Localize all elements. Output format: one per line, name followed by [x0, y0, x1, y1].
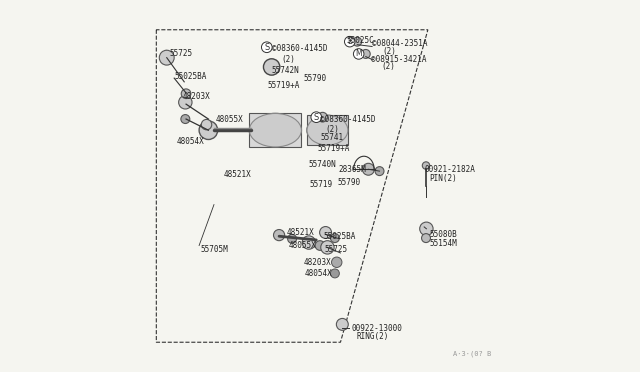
Text: 55705M: 55705M: [201, 245, 228, 254]
Ellipse shape: [250, 113, 301, 147]
Text: 48203X: 48203X: [182, 92, 210, 101]
Text: 48055X: 48055X: [289, 241, 316, 250]
Circle shape: [375, 167, 384, 176]
Circle shape: [362, 49, 370, 58]
Text: 55719+A: 55719+A: [268, 81, 300, 90]
Text: 48054X: 48054X: [177, 137, 205, 146]
Text: 48055X: 48055X: [216, 115, 244, 124]
Text: 55154M: 55154M: [429, 239, 457, 248]
Circle shape: [422, 234, 431, 243]
Text: 55725: 55725: [170, 49, 193, 58]
Circle shape: [202, 119, 212, 130]
Ellipse shape: [307, 115, 348, 145]
Text: 55741: 55741: [321, 133, 344, 142]
Text: 55790: 55790: [303, 74, 326, 83]
Text: 48521X: 48521X: [223, 170, 251, 179]
Circle shape: [332, 257, 342, 267]
Text: 55719+A: 55719+A: [317, 144, 349, 153]
Circle shape: [353, 37, 362, 46]
Circle shape: [159, 50, 174, 65]
Text: A·3·(0? B: A·3·(0? B: [453, 351, 491, 357]
Text: (2): (2): [381, 62, 396, 71]
Text: (2): (2): [383, 47, 396, 56]
Text: S: S: [264, 43, 269, 52]
Circle shape: [362, 163, 374, 175]
Text: 48521X: 48521X: [287, 228, 314, 237]
Ellipse shape: [307, 115, 348, 145]
Text: ©08360-4145D: ©08360-4145D: [271, 44, 327, 53]
Text: 55790: 55790: [338, 178, 361, 187]
Text: 55742N: 55742N: [271, 66, 300, 75]
Text: (2): (2): [281, 55, 295, 64]
Text: 55740N: 55740N: [309, 160, 337, 169]
Text: PIN(2): PIN(2): [429, 174, 458, 183]
Circle shape: [264, 59, 280, 75]
Circle shape: [315, 241, 325, 250]
Text: 00921-2182A: 00921-2182A: [424, 165, 475, 174]
Circle shape: [302, 236, 316, 249]
Circle shape: [330, 234, 339, 243]
Circle shape: [287, 234, 296, 243]
Text: 28365M: 28365M: [339, 165, 366, 174]
Bar: [307, 115, 348, 145]
Text: 48203X: 48203X: [303, 258, 331, 267]
Circle shape: [319, 227, 332, 238]
Circle shape: [179, 96, 192, 109]
Circle shape: [330, 269, 339, 278]
Text: B: B: [347, 37, 353, 46]
Text: RING(2): RING(2): [356, 332, 389, 341]
Circle shape: [422, 162, 429, 169]
Text: (2): (2): [326, 125, 339, 134]
Text: ©08360-4145D: ©08360-4145D: [320, 115, 376, 124]
Ellipse shape: [199, 121, 218, 140]
Circle shape: [318, 112, 328, 122]
Text: ©08044-2351A: ©08044-2351A: [372, 39, 428, 48]
Circle shape: [273, 230, 285, 241]
Text: 55025C: 55025C: [346, 36, 374, 45]
Bar: [250, 113, 301, 147]
Circle shape: [420, 222, 433, 235]
Circle shape: [181, 89, 191, 99]
Circle shape: [337, 318, 348, 330]
Text: 55025BA: 55025BA: [324, 232, 356, 241]
Text: S: S: [314, 113, 319, 122]
Text: ®08915-3421A: ®08915-3421A: [371, 55, 427, 64]
Text: 48054X: 48054X: [305, 269, 333, 278]
Circle shape: [321, 241, 334, 254]
Text: 55719: 55719: [310, 180, 333, 189]
Text: 55725: 55725: [324, 245, 348, 254]
Circle shape: [181, 115, 190, 124]
Text: M: M: [355, 49, 362, 58]
Text: 55080B: 55080B: [429, 230, 458, 239]
Text: 55025BA: 55025BA: [174, 72, 207, 81]
Ellipse shape: [250, 113, 301, 147]
Text: 00922-13000: 00922-13000: [351, 324, 403, 333]
